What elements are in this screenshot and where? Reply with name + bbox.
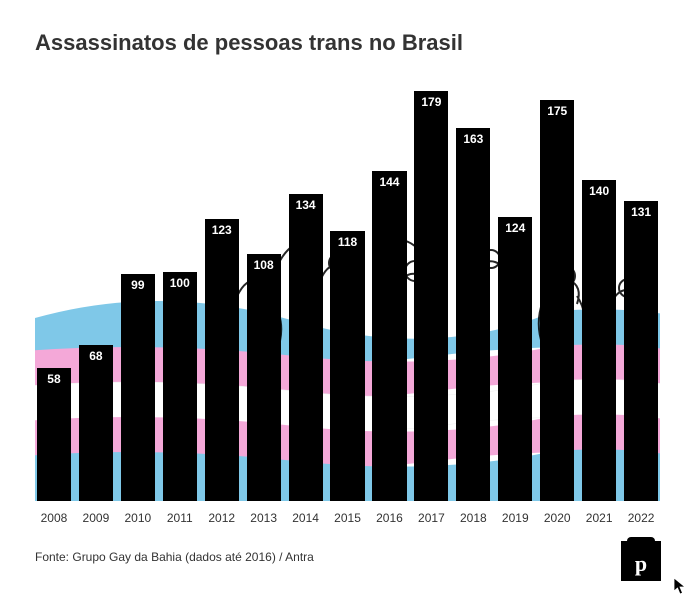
bar-value-label: 118 [338,235,357,249]
bar-value-label: 144 [379,175,399,189]
bar-value-label: 131 [631,205,651,219]
x-tick: 2016 [371,511,409,525]
x-tick: 2019 [496,511,534,525]
bar-wrap: 134 [287,194,325,501]
x-tick: 2011 [161,511,199,525]
bar-wrap: 118 [329,231,367,501]
bar-wrap: 124 [496,217,534,501]
bar-value-label: 108 [254,258,274,272]
bar-value-label: 140 [589,184,609,198]
bars-group: 58 68 99 100 123 108 134 118 144 179 163 124 175 140 1… [35,91,660,501]
bar-wrap: 58 [35,368,73,501]
bar-wrap: 144 [371,171,409,501]
cursor-icon [673,577,687,595]
x-tick: 2009 [77,511,115,525]
bar: 100 [163,272,197,501]
x-tick: 2018 [454,511,492,525]
bar-wrap: 175 [538,100,576,501]
bar: 124 [498,217,532,501]
bar-value-label: 163 [463,132,483,146]
plot-area: 58 68 99 100 123 108 134 118 144 179 163 124 175 140 1… [35,91,660,501]
bar: 131 [624,201,658,501]
bar: 58 [37,368,71,501]
bar-value-label: 68 [89,349,102,363]
x-tick: 2014 [287,511,325,525]
chart-title: Assassinatos de pessoas trans no Brasil [35,30,661,56]
bar: 140 [582,180,616,501]
bar: 68 [79,345,113,501]
bar-value-label: 175 [547,104,567,118]
x-tick: 2008 [35,511,73,525]
bar-value-label: 124 [505,221,525,235]
x-tick: 2013 [245,511,283,525]
bar-value-label: 100 [170,276,190,290]
bar-wrap: 68 [77,345,115,501]
source-text: Fonte: Grupo Gay da Bahia (dados até 201… [35,550,661,564]
bar-value-label: 99 [131,278,144,292]
bar-wrap: 163 [454,128,492,501]
bar: 108 [247,254,281,501]
bar: 175 [540,100,574,501]
logo-letter: p [635,551,647,577]
bar: 118 [330,231,364,501]
bar: 179 [414,91,448,501]
bar-value-label: 58 [47,372,60,386]
bar-value-label: 134 [296,198,316,212]
bar-value-label: 123 [212,223,232,237]
x-tick: 2015 [329,511,367,525]
x-tick: 2020 [538,511,576,525]
bar-wrap: 140 [580,180,618,501]
bar: 99 [121,274,155,501]
bar-value-label: 179 [421,95,441,109]
x-axis: 2008 2009 2010 2011 2012 2013 2014 2015 20162017… [35,511,660,525]
bar: 144 [372,171,406,501]
chart-container: Assassinatos de pessoas trans no Brasil [0,0,691,601]
bar-wrap: 100 [161,272,199,501]
x-tick: 2022 [622,511,660,525]
bar-wrap: 179 [412,91,450,501]
bar: 134 [289,194,323,501]
x-tick: 2017 [412,511,450,525]
bar-wrap: 99 [119,274,157,501]
bar: 163 [456,128,490,501]
x-tick: 2012 [203,511,241,525]
bar-wrap: 131 [622,201,660,501]
publisher-logo: p [621,541,661,581]
x-tick: 2021 [580,511,618,525]
x-tick: 2010 [119,511,157,525]
bar-wrap: 108 [245,254,283,501]
bar-wrap: 123 [203,219,241,501]
bar: 123 [205,219,239,501]
